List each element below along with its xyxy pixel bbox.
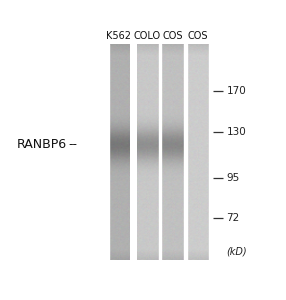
Text: 95: 95	[227, 173, 240, 183]
Text: COS: COS	[188, 31, 208, 40]
Text: 72: 72	[227, 213, 240, 223]
Text: COS: COS	[162, 31, 183, 40]
Text: 170: 170	[227, 85, 246, 95]
Text: K562: K562	[106, 31, 131, 40]
Text: (kD): (kD)	[227, 246, 247, 256]
Text: COLO: COLO	[134, 31, 161, 40]
Text: 130: 130	[227, 127, 246, 136]
Text: --: --	[68, 138, 77, 151]
Text: RANBP6: RANBP6	[17, 138, 67, 151]
Bar	[109, 44, 210, 260]
